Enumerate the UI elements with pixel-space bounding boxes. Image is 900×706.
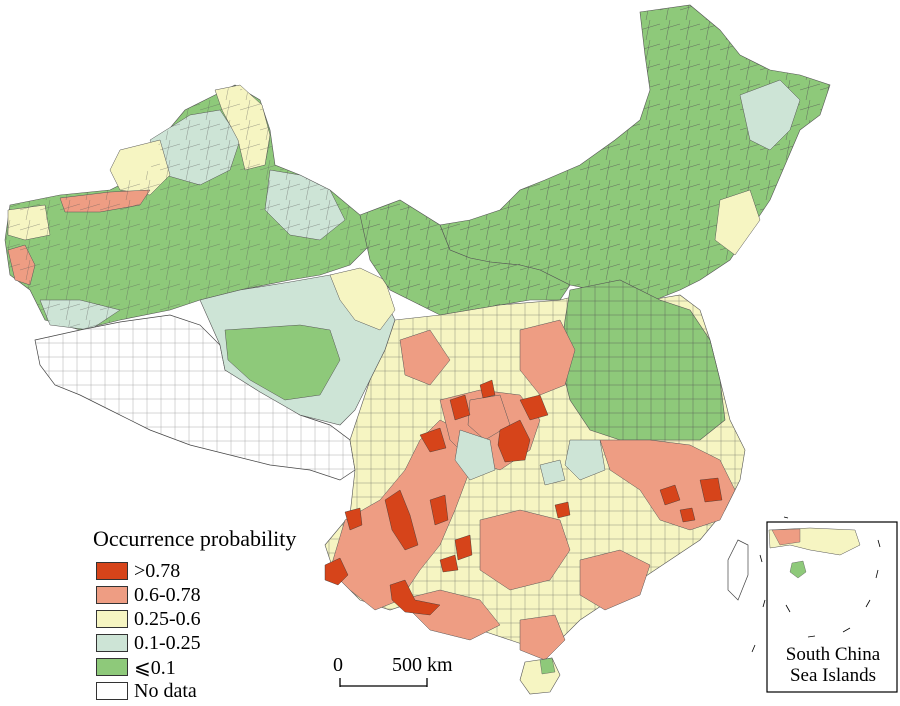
legend-item: 0.25-0.6 [96, 608, 201, 630]
inset-label: South China Sea Islands [769, 644, 897, 686]
legend-label: >0.78 [134, 559, 181, 582]
region-northeast-yellow [714, 189, 761, 256]
inset-label-line2: Sea Islands [789, 665, 876, 686]
region-northeast-lines [440, 5, 830, 300]
legend-item: 0.1-0.25 [96, 632, 201, 654]
inset-island-dashes [785, 539, 881, 638]
region-gansu-yellow [329, 267, 396, 331]
region-hainan-green [539, 657, 556, 675]
region-tibet-lines [35, 315, 355, 480]
legend-swatch [96, 634, 128, 652]
legend-item: >0.78 [96, 560, 180, 582]
legend-label: 0.25-0.6 [134, 607, 201, 630]
light-patches-centre [454, 429, 606, 486]
legend-label: 0.1-0.25 [134, 631, 201, 654]
inset-frame [766, 521, 898, 693]
legend-item: ⩽0.1 [96, 656, 176, 679]
region-inner-mongolia-lines [360, 200, 570, 315]
legend-item: No data [96, 680, 197, 702]
legend-swatch [96, 658, 128, 676]
scale-start-label: 0 [333, 654, 343, 676]
scale-bar [339, 678, 428, 687]
region-northeast-light [739, 79, 801, 151]
region-qinghai-green [224, 324, 341, 401]
inset-coast-orange [771, 528, 801, 546]
legend-label: ⩽0.1 [134, 656, 176, 679]
region-hainan [519, 657, 561, 695]
legend-title: Occurrence probability [93, 526, 297, 551]
region-east-green-lines [560, 280, 725, 440]
sea-border-dashes [751, 516, 789, 653]
legend-swatch [96, 610, 128, 628]
red-patches [324, 379, 723, 616]
region-xinjiang-lines [5, 85, 370, 330]
legend-swatch [96, 682, 128, 700]
inset-hainan [789, 560, 807, 579]
legend-label: 0.6-0.78 [134, 583, 201, 606]
region-taiwan [727, 539, 749, 601]
legend-item: 0.6-0.78 [96, 584, 201, 606]
scale-end-label: 500 km [392, 654, 453, 676]
legend-swatch [96, 586, 128, 604]
inset-label-line1: South China [785, 644, 881, 665]
legend-label: No data [134, 679, 197, 702]
legend-swatch [96, 562, 128, 580]
